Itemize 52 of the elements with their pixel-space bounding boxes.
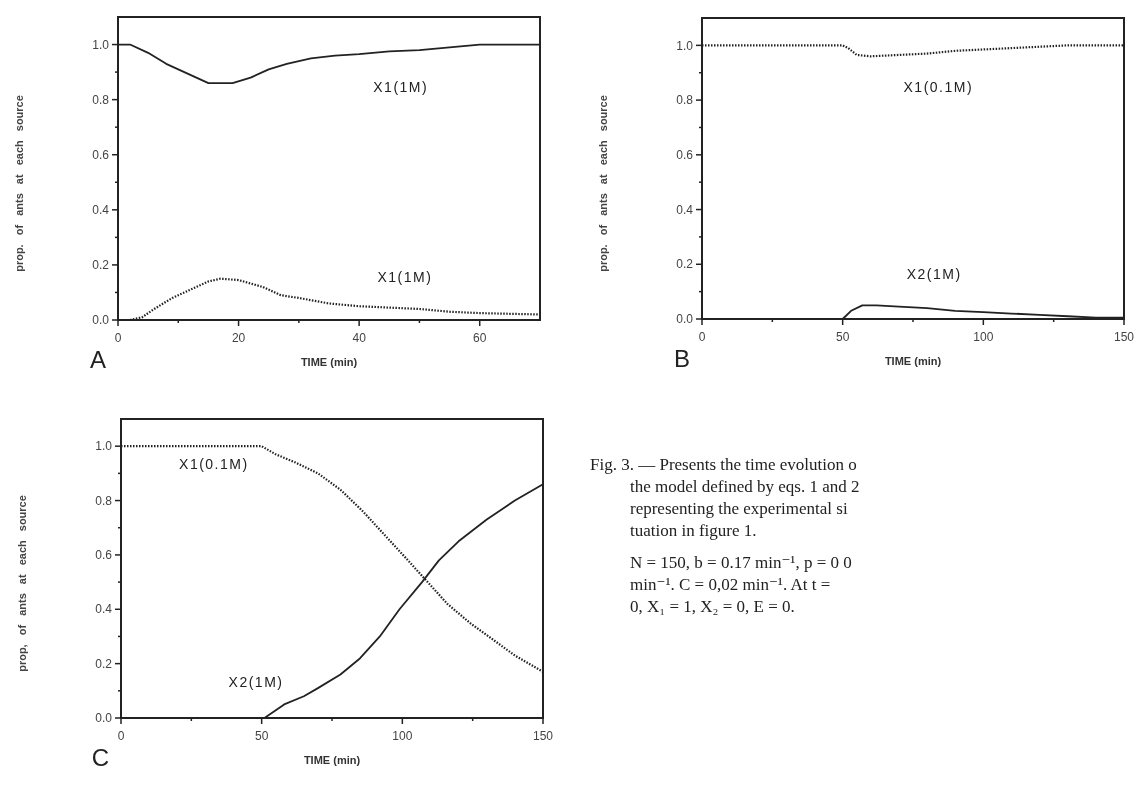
y-axis-title: prop. of ants at each source (597, 95, 609, 272)
series-label: X1(0.1M) (179, 455, 249, 472)
x-axis-title: TIME (min) (300, 356, 358, 368)
y-tick-label: 0.6 (676, 148, 694, 163)
text: B (673, 345, 690, 372)
y-tick-label: 1.0 (676, 38, 694, 53)
text: 0, X₁ = 1, X₂ = 0, E = 0. (630, 597, 795, 616)
x-tick-label: 0 (117, 729, 125, 743)
y-tick-label: 0.6 (95, 548, 113, 563)
x-tick-label: 100 (973, 330, 994, 344)
x-tick-label: 50 (254, 729, 269, 743)
x-tick-label: 100 (392, 729, 413, 743)
x-tick-label: 60 (473, 331, 487, 345)
text: A (89, 346, 106, 373)
text: tuation in figure 1. (630, 521, 757, 540)
y-tick-label: 0.8 (92, 92, 110, 107)
series-label: X1(1M) (377, 269, 433, 286)
y-axis-title: prop, of ants at each source (16, 495, 28, 672)
x-axis-title: TIME (min) (884, 355, 942, 367)
x-tick-label: 150 (1113, 330, 1135, 344)
x-tick-label: 150 (532, 729, 554, 743)
text: min⁻¹. C = 0,02 min⁻¹. At t = (630, 575, 831, 594)
series-label: X1(1M) (373, 78, 429, 95)
y-tick-label: 0.8 (95, 493, 113, 508)
y-tick-label: 0.4 (95, 602, 113, 617)
x-tick-label: 0 (698, 330, 706, 344)
y-tick-label: 1.0 (95, 439, 113, 454)
y-tick-label: 0.2 (95, 656, 113, 671)
text: N = 150, b = 0.17 min⁻¹, p = 0 0 (630, 553, 852, 572)
x-tick-label: 20 (231, 331, 246, 345)
x-tick-label: 0 (114, 331, 122, 345)
y-tick-label: 1.0 (92, 37, 110, 52)
series-label: X2(1M) (228, 674, 284, 691)
y-tick-label: 0.0 (676, 312, 694, 327)
y-tick-label: 0.4 (676, 202, 694, 217)
y-tick-label: 0.2 (676, 257, 694, 272)
x-tick-label: 40 (352, 331, 367, 345)
text: C (91, 744, 109, 771)
y-tick-label: 0.0 (92, 313, 110, 328)
y-tick-label: 0.6 (92, 147, 110, 162)
y-tick-label: 0.4 (92, 203, 110, 218)
series-label: X1(0.1M) (903, 79, 974, 96)
y-tick-label: 0.0 (95, 711, 113, 726)
x-tick-label: 50 (835, 330, 850, 344)
text: the model defined by eqs. 1 and 2 (630, 477, 860, 496)
x-axis-title: TIME (min) (303, 754, 361, 766)
caption: Fig. 3. — Presents the time evolution o (590, 455, 857, 474)
series-label: X2(1M) (906, 265, 962, 282)
y-tick-label: 0.8 (676, 93, 694, 108)
y-tick-label: 0.2 (92, 258, 110, 273)
y-axis-title: prop. of ants at each source (13, 95, 25, 272)
text: representing the experimental si (630, 499, 848, 518)
